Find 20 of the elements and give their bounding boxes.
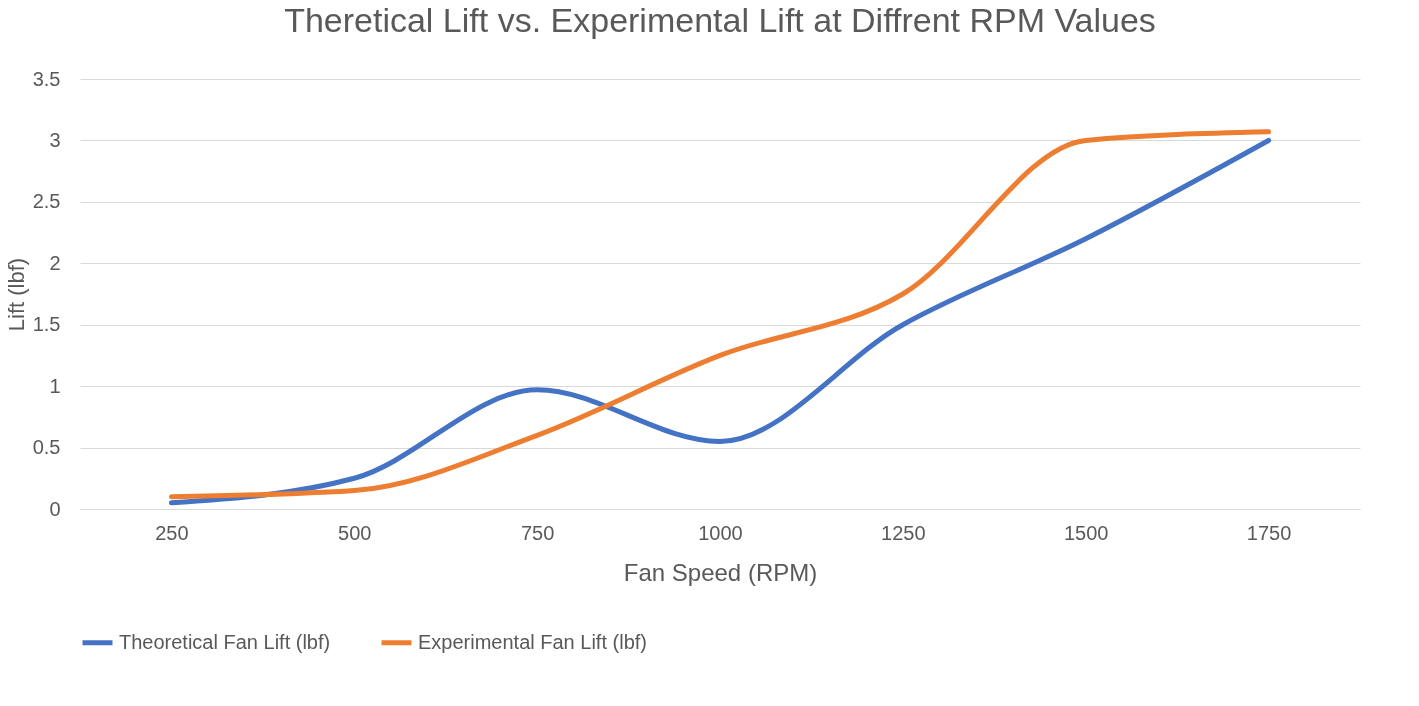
legend-label: Theoretical Fan Lift (lbf) <box>119 630 331 653</box>
x-tick-label: 500 <box>338 521 372 544</box>
x-axis-title: Fan Speed (RPM) <box>623 558 818 586</box>
legend-label: Experimental Fan Lift (lbf) <box>418 630 647 653</box>
y-tick-label: 1.5 <box>32 313 61 336</box>
x-tick-label: 1500 <box>1063 521 1109 544</box>
chart-title: Theretical Lift vs. Experimental Lift at Diffrent RPM Values <box>284 1 1156 39</box>
y-tick-label: 2 <box>49 251 61 274</box>
y-tick-label: 2.5 <box>32 190 61 213</box>
y-tick-label: 3.5 <box>32 67 61 90</box>
y-tick-label: 0 <box>49 497 61 520</box>
y-tick-label: 1 <box>49 374 61 397</box>
x-tick-label: 1250 <box>881 521 926 544</box>
y-tick-label: 3 <box>49 128 61 151</box>
y-tick-label: 0.5 <box>32 436 61 459</box>
x-tick-label: 1750 <box>1246 521 1292 544</box>
y-axis-title: Lift (lbf) <box>3 257 29 332</box>
x-tick-label: 250 <box>155 521 189 544</box>
x-tick-label: 1000 <box>698 521 743 544</box>
x-tick-label: 750 <box>520 521 555 544</box>
